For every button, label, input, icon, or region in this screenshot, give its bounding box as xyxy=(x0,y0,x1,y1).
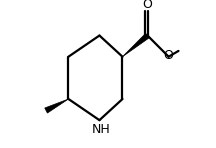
Polygon shape xyxy=(45,99,68,113)
Text: NH: NH xyxy=(92,123,110,136)
Polygon shape xyxy=(122,33,149,57)
Text: O: O xyxy=(164,49,173,62)
Text: O: O xyxy=(143,0,153,11)
